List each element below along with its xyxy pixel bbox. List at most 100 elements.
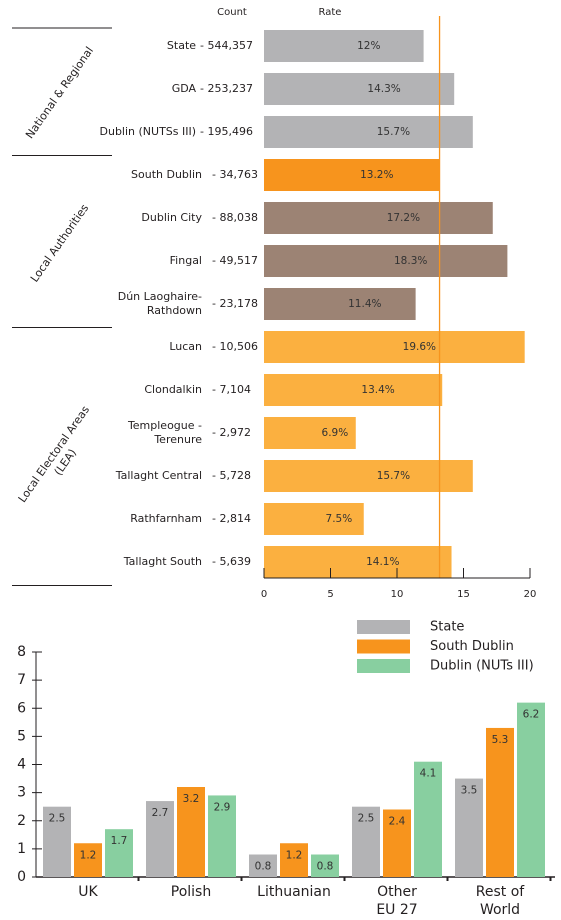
value-label: 6.2 <box>523 709 540 721</box>
count-label: - 23,178 <box>212 297 258 310</box>
value-label: 6.9% <box>322 427 349 439</box>
category-label: Rathfarnham <box>130 512 202 525</box>
value-label: 1.7 <box>111 835 128 847</box>
count-label: - 5,728 <box>212 469 251 482</box>
category-label-group: Tallaght South <box>123 555 202 568</box>
value-label: 14.3% <box>367 83 400 95</box>
value-label: 19.6% <box>403 341 436 353</box>
category-label-group: Templeogue -Terenure <box>127 419 202 446</box>
x-tick-label: 5 <box>327 589 333 600</box>
bar <box>264 417 356 449</box>
count-label: - 195,496 <box>200 125 253 138</box>
category-label: Clondalkin <box>144 383 202 396</box>
group-label: National & Regional <box>23 44 96 141</box>
bar <box>264 116 473 148</box>
x-tick-label: UK <box>78 884 98 900</box>
x-tick-label: 15 <box>457 589 470 600</box>
count-label: - 88,038 <box>212 211 258 224</box>
y-tick-label: 2 <box>17 813 26 829</box>
value-label: 2.4 <box>389 816 406 828</box>
bar <box>352 806 380 877</box>
bar <box>43 806 71 877</box>
category-label: Lucan <box>169 340 202 353</box>
bar <box>264 73 455 105</box>
y-tick-label: 3 <box>17 785 26 801</box>
y-tick-label: 7 <box>17 672 26 688</box>
count-label: - 7,104 <box>212 383 251 396</box>
category-label-group: Tallaght Central <box>115 469 202 482</box>
category-label-group: Rathfarnham <box>130 512 202 525</box>
legend-label: South Dublin <box>430 639 514 654</box>
category-label-group: Lucan <box>169 340 202 353</box>
x-tick-label: EU 27 <box>376 902 417 918</box>
x-tick-label-group: Other EU 27 <box>376 884 417 918</box>
value-label: 0.8 <box>317 861 334 873</box>
x-tick-label: 10 <box>391 589 404 600</box>
y-tick-label: 4 <box>17 757 26 773</box>
value-label: 14.1% <box>366 556 399 568</box>
count-label: - 2,972 <box>212 426 251 439</box>
category-label-group: Dublin City <box>141 211 202 224</box>
category-label: Dublin (NUTSs III) <box>100 125 197 138</box>
group-label-group: Local Authorities <box>28 202 92 285</box>
value-label: 4.1 <box>420 768 437 780</box>
value-label: 5.3 <box>492 734 509 746</box>
count-label: - 544,357 <box>200 39 253 52</box>
x-tick-label: 20 <box>524 589 537 600</box>
bar <box>264 245 508 277</box>
bar <box>264 374 443 406</box>
bar <box>264 30 424 62</box>
value-label: 1.2 <box>286 849 303 861</box>
count-label: - 253,237 <box>200 82 253 95</box>
category-label: South Dublin <box>131 168 202 181</box>
category-label-group: State <box>167 39 196 52</box>
category-label-group: Fingal <box>170 254 202 267</box>
value-label: 13.2% <box>360 169 393 181</box>
bar <box>208 795 236 877</box>
category-label: Tallaght South <box>123 555 202 568</box>
x-tick-label-group: Rest of World <box>476 884 526 918</box>
bar <box>105 829 133 877</box>
bar <box>264 288 416 320</box>
value-label: 2.7 <box>152 807 169 819</box>
bar <box>280 843 308 877</box>
value-label: 2.9 <box>214 801 231 813</box>
category-label: Fingal <box>170 254 202 267</box>
group-label-group: Local Electoral Areas(LEA) <box>16 403 93 505</box>
bar <box>486 727 514 877</box>
x-tick-label: World <box>480 902 520 918</box>
x-tick-label-group: Polish <box>171 884 211 900</box>
bar <box>264 503 364 535</box>
legend-swatch <box>357 620 410 634</box>
value-label: 7.5% <box>326 513 353 525</box>
count-label: - 5,639 <box>212 555 251 568</box>
category-label: Templeogue - <box>127 419 202 432</box>
value-label: 12% <box>357 40 380 52</box>
bar <box>177 787 205 877</box>
value-label: 15.7% <box>377 126 410 138</box>
y-tick-label: 0 <box>17 869 26 885</box>
category-label-group: Clondalkin <box>144 383 202 396</box>
value-label: 1.2 <box>80 849 97 861</box>
value-label: 13.4% <box>361 384 394 396</box>
count-label: - 2,814 <box>212 512 251 525</box>
category-label-group: Dún Laoghaire-Rathdown <box>118 290 202 317</box>
bar <box>264 331 525 363</box>
count-label: - 49,517 <box>212 254 258 267</box>
bar <box>146 801 174 877</box>
bar <box>264 159 440 191</box>
count-label: - 34,763 <box>212 168 258 181</box>
value-label: 2.5 <box>49 813 66 825</box>
category-label: State <box>167 39 196 52</box>
count-label: - 10,506 <box>212 340 258 353</box>
category-label-group: South Dublin <box>131 168 202 181</box>
y-tick-label: 8 <box>17 644 26 660</box>
category-label-group: Dublin (NUTSs III) <box>100 125 197 138</box>
category-label: Dún Laoghaire- <box>118 290 202 303</box>
bar <box>311 854 339 877</box>
category-label: Dublin City <box>141 211 202 224</box>
x-tick-label-group: UK <box>78 884 98 900</box>
value-label: 18.3% <box>394 255 427 267</box>
column-header: Rate <box>319 7 342 18</box>
